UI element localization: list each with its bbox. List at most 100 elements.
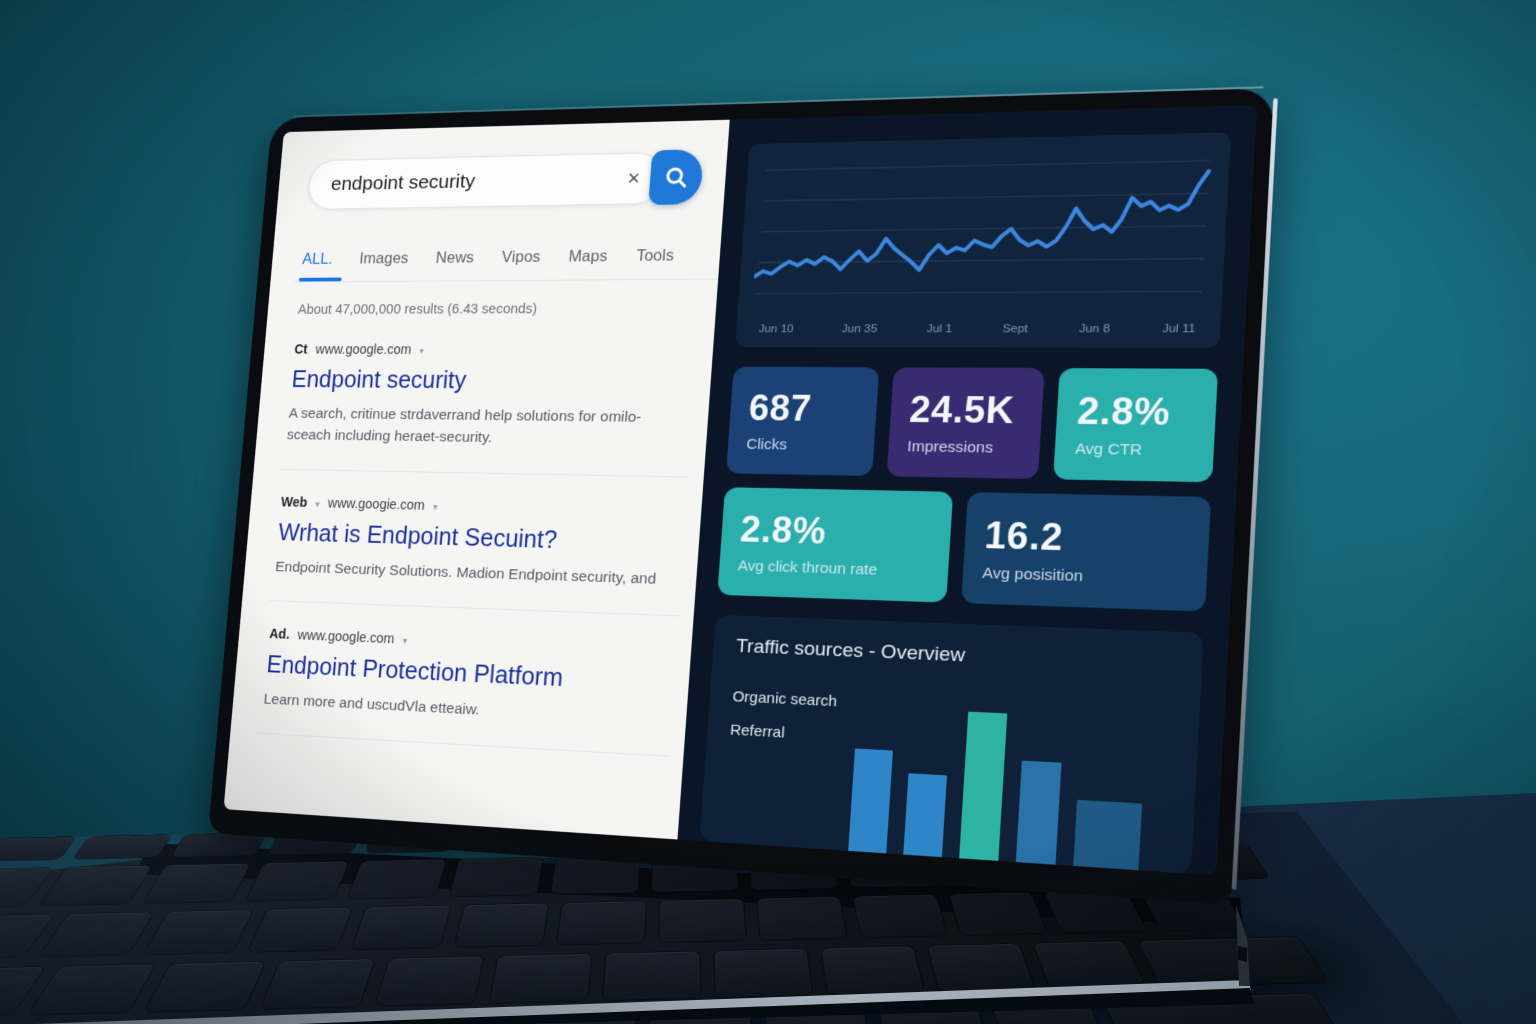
keyboard-key[interactable] <box>821 946 925 995</box>
x-axis-tick: Jul 11 <box>1161 322 1196 336</box>
stat-card-avg-ctr: 2.8% Avg CTR <box>1053 368 1219 483</box>
keyboard-key[interactable] <box>714 948 813 998</box>
search-results-page: endpoint security × ALL. Images <box>223 119 730 840</box>
result-snippet: A search, critinue strdaverrand help sol… <box>286 405 642 447</box>
stat-value: 16.2 <box>983 514 1065 559</box>
x-axis-tick: Sept <box>1002 323 1029 336</box>
tab-maps[interactable]: Maps <box>568 247 609 266</box>
result-badge: Ct <box>293 341 309 357</box>
stat-card-clicks: 687 Clicks <box>726 366 880 477</box>
stats-grid: 687 Clicks 24.5K Impressions 2.8% Avg CT… <box>717 366 1219 612</box>
results-summary: About 47,000,000 results (6.43 seconds) <box>297 301 538 318</box>
keyboard-key[interactable] <box>454 903 549 948</box>
tab-tools[interactable]: Tools <box>635 246 675 265</box>
tab-images[interactable]: Images <box>358 249 410 268</box>
keyboard-key[interactable] <box>38 912 154 957</box>
traffic-sources-card: Traffic sources - Overview Organic searc… <box>699 614 1204 874</box>
stat-value: 687 <box>747 387 813 429</box>
result-snippet: Endpoint Security Solutions. Madion Endp… <box>274 558 657 588</box>
stat-label: Avg posisition <box>981 564 1084 586</box>
clear-search-icon[interactable]: × <box>626 165 641 190</box>
x-axis-ticks: Jun 10 Jun 35 Jul 1 Sept Jun 8 Jul 11 <box>750 313 1206 340</box>
keyboard-key[interactable] <box>247 907 352 952</box>
laptop-screen: endpoint security × ALL. Images <box>207 86 1278 906</box>
keyboard-key[interactable] <box>142 863 251 904</box>
stat-value: 24.5K <box>908 388 1016 432</box>
keyboard-key[interactable] <box>659 899 746 943</box>
traffic-bar <box>1050 799 1143 874</box>
x-axis-tick: Jun 35 <box>841 323 878 336</box>
traffic-legend: Organic search Referral <box>719 688 838 874</box>
result-snippet: Learn more and uscudVla etteaiw. <box>263 690 481 719</box>
search-result: Ct www.google.com ▾ Endpoint security A … <box>286 342 690 453</box>
keyboard-key[interactable] <box>28 964 156 1015</box>
tab-vipos[interactable]: Vipos <box>501 248 542 266</box>
stat-label: Impressions <box>906 438 994 457</box>
stat-value: 2.8% <box>1076 389 1172 434</box>
keyboard-key[interactable] <box>489 953 592 1004</box>
chevron-down-icon[interactable]: ▾ <box>314 499 321 510</box>
keyboard-key[interactable] <box>245 861 349 902</box>
tab-news[interactable]: News <box>435 249 475 267</box>
keyboard-key[interactable] <box>375 956 484 1006</box>
search-result: Web ▾ www.googie.com ▾ Wrhat is Endpoint… <box>274 494 678 591</box>
result-title-link[interactable]: Wrhat is Endpoint Secuint? <box>277 518 559 554</box>
chevron-down-icon[interactable]: ▾ <box>432 501 438 513</box>
search-query[interactable]: endpoint security <box>330 170 476 195</box>
result-badge: Web <box>280 493 308 510</box>
tab-all[interactable]: ALL. <box>300 251 334 282</box>
keyboard-key[interactable] <box>949 892 1048 936</box>
result-title-link[interactable]: Endpoint security <box>290 366 468 394</box>
keyboard-key[interactable] <box>756 896 847 940</box>
legend-item-organic-search: Organic search <box>731 688 838 711</box>
keyboard-key[interactable] <box>0 836 77 862</box>
stat-label: Clicks <box>745 436 788 454</box>
search-bar: endpoint security × <box>306 149 705 211</box>
search-input[interactable]: endpoint security × <box>306 151 665 210</box>
x-axis-tick: Jul 1 <box>926 323 953 336</box>
result-divider <box>268 599 680 617</box>
keyboard-key[interactable] <box>351 905 451 950</box>
keyboard-key[interactable] <box>853 894 948 938</box>
stat-label: Avg click throun rate <box>737 557 878 579</box>
traffic-sources-title: Traffic sources - Overview <box>735 635 966 667</box>
keyboard-key[interactable] <box>170 833 267 858</box>
legend-item-referral: Referral <box>729 721 786 742</box>
x-axis-tick: Jun 10 <box>758 323 794 336</box>
keyboard-key[interactable] <box>557 901 646 945</box>
keyboard-key[interactable] <box>602 951 701 1001</box>
traffic-bar <box>940 712 1008 874</box>
keyboard-key[interactable] <box>1033 941 1146 990</box>
keyboard-key[interactable] <box>143 910 254 955</box>
result-url[interactable]: www.googie.com <box>327 494 426 513</box>
keyboard-key[interactable] <box>927 943 1036 992</box>
keyboard-key[interactable] <box>144 961 266 1012</box>
traffic-bar <box>994 760 1062 874</box>
traffic-bar <box>825 748 893 874</box>
screen-bezel: endpoint security × ALL. Images <box>207 86 1278 906</box>
performance-line-chart: Jun 10 Jun 35 Jul 1 Sept Jun 8 Jul 11 <box>735 132 1231 348</box>
line-chart-svg <box>752 149 1215 314</box>
stat-value: 2.8% <box>738 508 828 552</box>
result-url[interactable]: www.google.com <box>315 341 412 357</box>
stat-card-impressions: 24.5K Impressions <box>886 367 1046 480</box>
keyboard-key[interactable] <box>39 865 153 906</box>
keyboard-key[interactable] <box>1138 937 1329 987</box>
traffic-bar-chart <box>825 694 1175 874</box>
result-header: Web ▾ www.googie.com ▾ <box>280 494 678 519</box>
chevron-down-icon[interactable]: ▾ <box>418 346 425 357</box>
result-url[interactable]: www.google.com <box>297 626 395 646</box>
keyboard-key[interactable] <box>73 835 172 860</box>
keyboard-key[interactable] <box>260 959 375 1009</box>
stat-label: Avg CTR <box>1074 440 1143 460</box>
search-button[interactable] <box>648 149 705 206</box>
stat-card-avg-click-through-rate: 2.8% Avg click throun rate <box>717 487 954 603</box>
keyboard-key[interactable] <box>449 857 543 897</box>
analytics-dashboard: Jun 10 Jun 35 Jul 1 Sept Jun 8 Jul 11 687 Cli… <box>677 104 1258 876</box>
x-axis-tick: Jun 8 <box>1078 323 1111 336</box>
magnifier-icon <box>663 164 690 190</box>
chevron-down-icon[interactable]: ▾ <box>402 635 408 647</box>
keyboard-key[interactable] <box>347 859 446 899</box>
